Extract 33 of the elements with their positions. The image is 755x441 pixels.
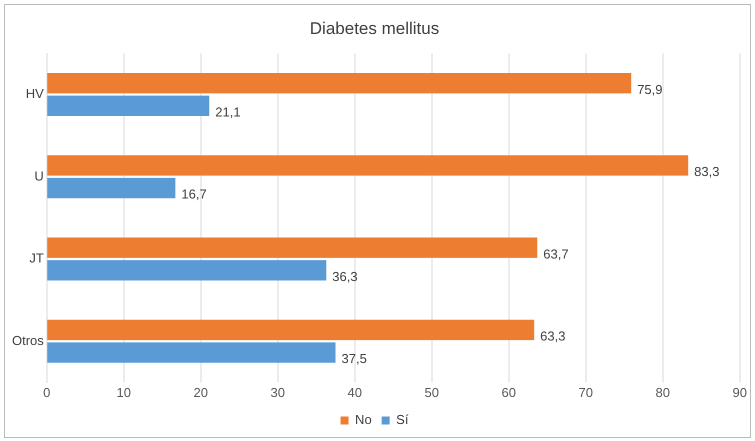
bar	[47, 155, 688, 176]
bar	[47, 73, 632, 94]
x-tick-label: 50	[424, 384, 440, 400]
bar	[47, 342, 336, 363]
legend-label: No	[355, 412, 372, 428]
legend-label: Sí	[396, 412, 409, 428]
x-tick-label: 0	[43, 384, 50, 400]
data-label: 16,7	[181, 186, 207, 202]
bar	[47, 238, 538, 258]
chart-title: Diabetes mellitus	[310, 18, 440, 38]
y-tick-label: Otros	[12, 332, 44, 348]
data-label: 36,3	[332, 268, 358, 284]
data-label: 21,1	[215, 104, 241, 120]
x-tick-label: 60	[502, 384, 516, 400]
data-label: 37,5	[342, 351, 367, 366]
data-label: 63,7	[543, 246, 569, 262]
y-tick-label: U	[34, 168, 44, 184]
y-tick-label: JT	[29, 250, 44, 266]
y-tick-label: HV	[26, 86, 44, 102]
x-tick-label: 90	[732, 384, 748, 400]
x-tick-label: 70	[578, 384, 594, 400]
bar	[47, 260, 326, 281]
x-tick-label: 40	[348, 384, 362, 400]
bar	[47, 178, 176, 198]
bar	[47, 96, 210, 116]
data-label: 83,3	[694, 164, 720, 180]
x-tick-label: 30	[270, 384, 286, 400]
bar	[47, 320, 534, 340]
x-tick-label: 20	[194, 384, 208, 400]
data-label: 75,9	[637, 82, 663, 97]
x-tick-label: 10	[116, 384, 132, 400]
data-label: 63,3	[540, 328, 566, 344]
x-tick-label: 80	[656, 384, 670, 400]
